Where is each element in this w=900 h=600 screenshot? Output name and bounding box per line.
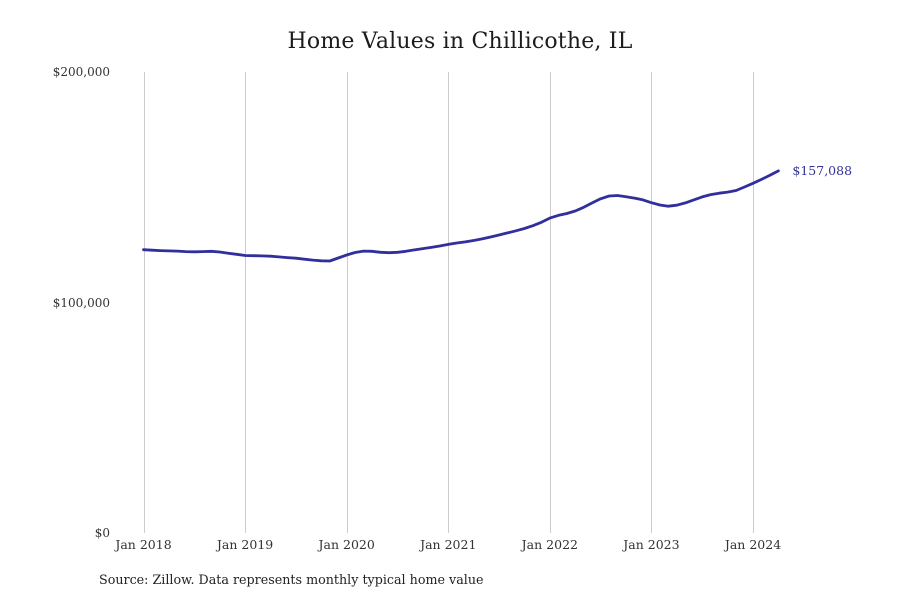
y-tick-label-100000: $100,000 — [52, 295, 110, 310]
y-tick-label-200000: $200,000 — [52, 65, 110, 79]
x-tick-label-jan-2018: Jan 2018 — [115, 537, 172, 552]
x-tick-label-jan-2019: Jan 2019 — [216, 537, 274, 552]
home-value-line-series — [142, 169, 780, 263]
source-note: Source: Zillow. Data represents monthly … — [99, 572, 484, 587]
x-tick-label-jan-2020: Jan 2020 — [318, 537, 375, 552]
gridlines — [144, 72, 754, 533]
chart-title: Home Values in Chillicothe, IL — [287, 29, 633, 54]
y-tick-label-0: $0 — [94, 526, 110, 540]
x-tick-label-jan-2022: Jan 2022 — [521, 537, 578, 552]
latest-value-label: $157,088 — [792, 163, 853, 179]
x-tick-label-jan-2024: Jan 2024 — [724, 537, 782, 552]
x-tick-label-jan-2021: Jan 2021 — [420, 537, 477, 552]
x-tick-label-jan-2023: Jan 2023 — [623, 537, 680, 552]
